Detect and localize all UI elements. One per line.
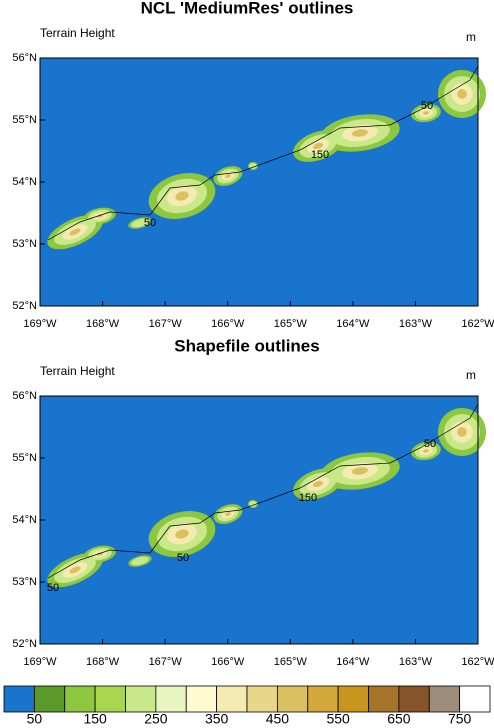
terrain [175, 191, 189, 201]
x-label: 164°W [336, 656, 370, 668]
y-label: 55°N [12, 452, 37, 464]
terrain [131, 556, 149, 566]
terrain [313, 480, 323, 488]
x-label: 163°W [399, 656, 433, 668]
x-label: 167°W [149, 318, 183, 330]
contour-label: 50 [421, 100, 433, 112]
x-label: 167°W [149, 656, 183, 668]
x-label: 165°W [274, 656, 308, 668]
x-label: 166°W [211, 318, 245, 330]
y-label: 54°N [12, 176, 37, 188]
colorbar-box [398, 685, 430, 713]
x-label: 162°W [461, 318, 494, 330]
colorbar-box [185, 685, 218, 713]
terrain [249, 501, 257, 507]
contour-label: 150 [299, 492, 317, 504]
terrain [225, 512, 231, 516]
terrain [249, 163, 257, 169]
y-label: 54°N [12, 514, 37, 526]
terrain [69, 566, 81, 574]
terrain [423, 111, 429, 115]
y-label: 56°N [12, 52, 37, 64]
y-label: 52°N [12, 638, 37, 650]
terrain [352, 467, 368, 475]
terrain [175, 529, 189, 539]
ocean [40, 58, 478, 306]
coastline [47, 65, 479, 241]
left-label: Terrain Height [40, 26, 115, 40]
terrain [423, 449, 429, 453]
contour-label: 150 [311, 149, 329, 161]
colorbar-label: 350 [205, 711, 229, 727]
panel-title: NCL 'MediumRes' outlines [141, 0, 354, 17]
terrain [352, 129, 368, 137]
x-label: 165°W [274, 318, 308, 330]
x-label: 169°W [23, 318, 57, 330]
x-label: 166°W [211, 656, 245, 668]
colorbar-box [216, 685, 248, 713]
y-label: 55°N [12, 114, 37, 126]
ocean [40, 396, 478, 644]
y-label: 52°N [12, 300, 37, 312]
x-label: 163°W [399, 318, 433, 330]
right-label: m [466, 368, 476, 382]
colorbar-box [276, 685, 309, 713]
panel-title: Shapefile outlines [174, 336, 319, 355]
colorbar-box [337, 685, 369, 713]
colorbar-box [246, 685, 278, 713]
colorbar-label: 450 [266, 711, 290, 727]
contour-label: 50 [144, 217, 156, 229]
colorbar-label: 650 [387, 711, 411, 727]
colorbar-box [3, 685, 35, 713]
x-label: 162°W [461, 656, 494, 668]
terrain [69, 228, 81, 236]
left-label: Terrain Height [40, 364, 115, 378]
terrain [131, 218, 149, 228]
colorbar-box [64, 685, 96, 713]
x-label: 169°W [23, 656, 57, 668]
colorbar-label: 150 [83, 711, 107, 727]
contour-label: 50 [177, 552, 189, 564]
colorbar-label: 250 [144, 711, 168, 727]
colorbar-box [307, 685, 339, 713]
right-label: m [466, 30, 476, 44]
colorbar-box [368, 685, 400, 713]
colorbar-box [459, 685, 491, 713]
colorbar-label: 50 [27, 711, 43, 727]
contour-label: 50 [424, 438, 436, 450]
y-label: 53°N [12, 238, 37, 250]
terrain [457, 89, 467, 99]
y-label: 53°N [12, 576, 37, 588]
x-label: 168°W [86, 656, 120, 668]
x-label: 164°W [336, 318, 370, 330]
colorbar-box [428, 685, 461, 713]
colorbar-box [33, 685, 66, 713]
contour-label: 50 [47, 582, 59, 594]
coastline [47, 403, 479, 579]
colorbar-box [125, 685, 157, 713]
terrain [313, 142, 323, 150]
x-label: 168°W [86, 318, 120, 330]
colorbar-box [94, 685, 126, 713]
colorbar-label: 750 [448, 711, 472, 727]
colorbar-label: 550 [326, 711, 350, 727]
terrain [457, 427, 467, 437]
y-label: 56°N [12, 390, 37, 402]
terrain [225, 174, 231, 178]
colorbar-box [155, 685, 187, 713]
